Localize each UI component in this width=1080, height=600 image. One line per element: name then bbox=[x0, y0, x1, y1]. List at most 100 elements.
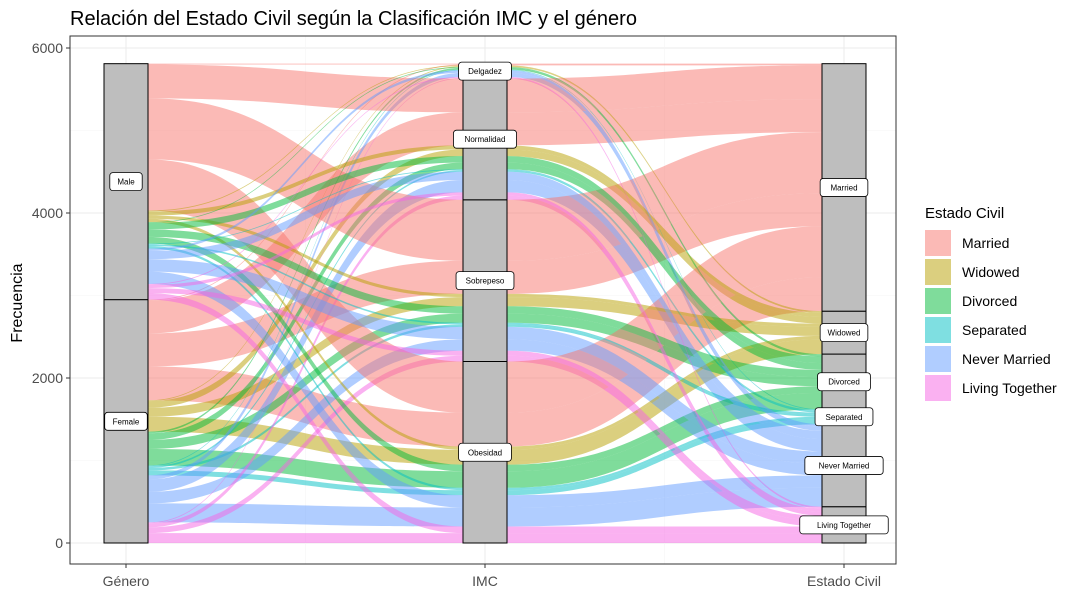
imc-label-box-sobrepeso bbox=[455, 271, 515, 291]
flow-female-normalidad-living-together bbox=[148, 195, 463, 528]
flow-male-normalidad-married bbox=[148, 64, 463, 113]
legend-label-living-together: Living Together bbox=[962, 380, 1057, 396]
flow-sobrepeso-divorced-female bbox=[507, 313, 822, 387]
y-tick-label: 0 bbox=[55, 535, 63, 551]
flow-female-delgadez-divorced bbox=[148, 67, 463, 434]
legend-title: Estado Civil bbox=[925, 205, 1004, 222]
flow-male-obesidad-never-married bbox=[148, 271, 463, 508]
flow-sobrepeso-married-female bbox=[507, 193, 822, 294]
estado-label-married: Married bbox=[830, 183, 857, 192]
estado-label-box-married bbox=[819, 178, 869, 197]
strata-bars: Female Male Obesidad Sobrepeso Normalidad Del… bbox=[103, 61, 889, 544]
legend-label-married: Married bbox=[962, 235, 1009, 251]
chart-title: Relación del Estado Civil según la Clasi… bbox=[70, 8, 637, 30]
legend-key-never-married bbox=[925, 346, 951, 372]
flow-normalidad-divorced-male bbox=[507, 156, 822, 364]
estado-label-box-divorced bbox=[817, 372, 871, 392]
flow-obesidad-separated-female bbox=[507, 419, 822, 496]
y-axis-label: Frecuencia bbox=[9, 263, 26, 342]
flow-delgadez-living-together-male bbox=[507, 76, 822, 508]
panel-border bbox=[69, 35, 897, 565]
flow-male-normalidad-separated bbox=[148, 169, 463, 245]
legend-key-separated bbox=[925, 317, 951, 343]
x-tick-label-estado-civil: Estado Civil bbox=[807, 573, 881, 589]
flow-normalidad-never-married-male bbox=[507, 171, 822, 440]
flow-male-obesidad-widowed bbox=[148, 218, 463, 450]
flow-delgadez-married-male bbox=[507, 63, 822, 65]
flow-male-normalidad-never-married bbox=[148, 171, 463, 260]
x-tick-label-g-nero: Género bbox=[103, 573, 150, 589]
flow-sobrepeso-widowed-male bbox=[507, 293, 822, 327]
flow-male-normalidad-living-together bbox=[148, 192, 463, 289]
flow-male-normalidad-divorced bbox=[148, 156, 463, 230]
flow-delgadez-living-together-female bbox=[507, 77, 822, 509]
estado-label-living-together: Living Together bbox=[817, 521, 871, 530]
flow-male-delgadez-divorced bbox=[148, 66, 463, 223]
flow-normalidad-living-together-female bbox=[507, 195, 822, 516]
flow-female-sobrepeso-separated bbox=[148, 324, 463, 471]
imc-label-obesidad: Obesidad bbox=[468, 448, 502, 457]
flow-sobrepeso-separated-female bbox=[507, 324, 822, 417]
flow-male-sobrepeso-widowed bbox=[148, 215, 463, 298]
flow-male-sobrepeso-separated bbox=[148, 244, 463, 325]
flow-sobrepeso-divorced-male bbox=[507, 306, 822, 378]
flow-female-obesidad-living-together bbox=[148, 533, 463, 543]
flow-delgadez-widowed-male bbox=[507, 65, 822, 312]
flow-obesidad-living-together-female bbox=[507, 533, 822, 543]
flow-male-delgadez-married bbox=[148, 63, 463, 65]
flow-male-delgadez-widowed bbox=[148, 65, 463, 212]
flow-obesidad-living-together-male bbox=[507, 526, 822, 534]
flow-normalidad-separated-female bbox=[507, 170, 822, 413]
flow-normalidad-married-male bbox=[507, 65, 822, 113]
estado-label-box-living-together bbox=[799, 515, 889, 535]
flow-obesidad-married-male bbox=[507, 226, 822, 413]
legend-label-separated: Separated bbox=[962, 322, 1027, 338]
flow-obesidad-married-female bbox=[507, 277, 822, 447]
flow-normalidad-widowed-female bbox=[507, 149, 822, 324]
flow-female-sobrepeso-never-married bbox=[148, 339, 463, 504]
flow-female-sobrepeso-divorced bbox=[148, 313, 463, 449]
flow-delgadez-married-female bbox=[507, 64, 822, 66]
flow-delgadez-never-married-male bbox=[507, 70, 822, 427]
flow-sobrepeso-never-married-male bbox=[507, 326, 822, 464]
axes: 0 2000 4000 6000 Género IMC Estado Civil bbox=[32, 40, 881, 589]
estado-label-box-widowed bbox=[819, 323, 869, 343]
flow-female-obesidad-married bbox=[148, 366, 463, 447]
legend-key-widowed bbox=[925, 259, 951, 285]
legend: Estado Civil Married Widowed Divorced Separ… bbox=[925, 205, 1057, 401]
imc-label-sobrepeso: Sobrepeso bbox=[466, 277, 505, 286]
flow-sobrepeso-living-together-male bbox=[507, 350, 822, 521]
flow-delgadez-divorced-male bbox=[507, 66, 822, 355]
flow-delgadez-separated-female bbox=[507, 69, 822, 411]
legend-key-divorced bbox=[925, 288, 951, 314]
y-tick-label: 6000 bbox=[32, 40, 63, 56]
flow-normalidad-separated-male bbox=[507, 169, 822, 411]
flow-obesidad-never-married-male bbox=[507, 475, 822, 508]
flow-obesidad-divorced-male bbox=[507, 386, 822, 472]
estado-label-divorced: Divorced bbox=[828, 378, 860, 387]
flow-male-delgadez-living-together bbox=[148, 76, 463, 285]
flow-female-delgadez-widowed bbox=[148, 66, 463, 402]
flow-normalidad-married-female bbox=[507, 99, 822, 146]
flow-female-normalidad-separated bbox=[148, 170, 463, 468]
flow-male-obesidad-married bbox=[148, 159, 463, 413]
y-tick-label: 4000 bbox=[32, 205, 63, 221]
genero-label-female: Female bbox=[113, 417, 140, 426]
flow-male-obesidad-living-together bbox=[148, 293, 463, 534]
genero-label-box-female bbox=[104, 411, 148, 431]
flow-male-obesidad-divorced bbox=[148, 236, 463, 472]
imc-label-box-normalidad bbox=[453, 129, 517, 149]
legend-key-married bbox=[925, 230, 951, 256]
imc-label-delgadez: Delgadez bbox=[468, 67, 502, 76]
flow-normalidad-living-together-male bbox=[507, 192, 822, 512]
imc-label-box-delgadez bbox=[458, 61, 512, 81]
flow-male-sobrepeso-living-together bbox=[148, 288, 463, 356]
flow-female-normalidad-married bbox=[148, 112, 463, 334]
x-tick-label-imc: IMC bbox=[472, 573, 498, 589]
imc-label-normalidad: Normalidad bbox=[465, 135, 506, 144]
estado-label-separated: Separated bbox=[826, 413, 863, 422]
flow-obesidad-separated-male bbox=[507, 416, 822, 491]
genero-label-box-male bbox=[109, 172, 143, 192]
flow-normalidad-widowed-male bbox=[507, 145, 822, 317]
